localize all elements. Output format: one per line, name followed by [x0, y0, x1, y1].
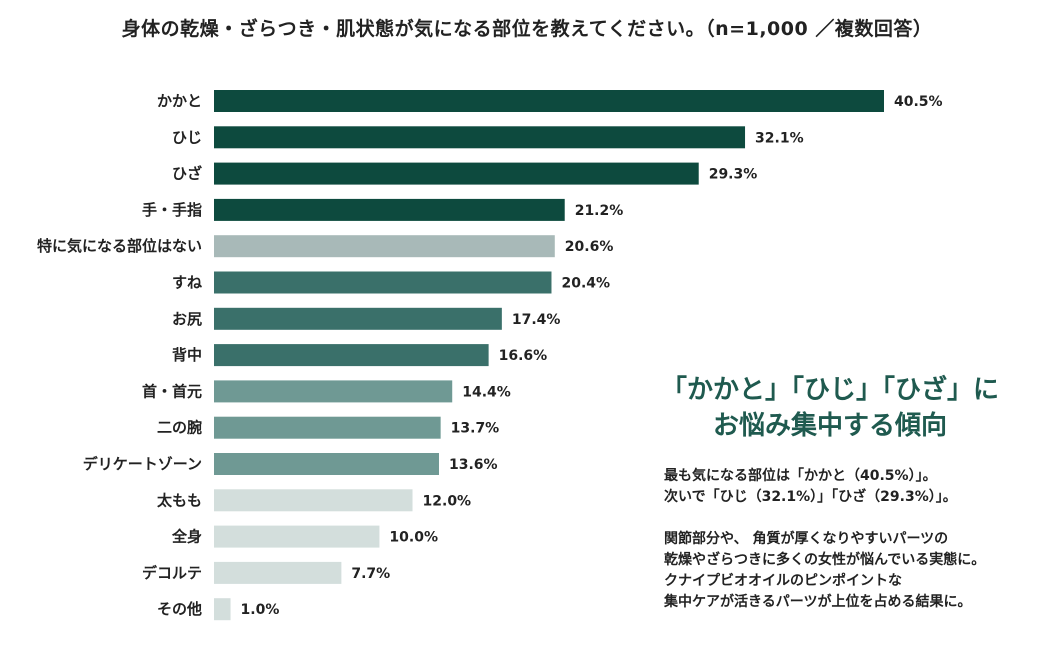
summary-line: 次いで「ひじ（32.1%）」「ひざ（29.3%）」。	[664, 489, 957, 505]
category-label: デコルテ	[142, 564, 202, 582]
value-label: 32.1%	[755, 130, 804, 146]
callout-line-2: お悩み集中する傾向	[712, 411, 947, 441]
bar	[214, 489, 413, 512]
bar	[214, 162, 699, 185]
category-label: ひじ	[172, 128, 202, 146]
value-label: 16.6%	[499, 348, 548, 364]
value-label: 20.6%	[565, 239, 614, 255]
bar	[214, 525, 380, 548]
category-label: ひざ	[172, 165, 202, 183]
summary-line: 集中ケアが活きるパーツが上位を占める結果に。	[664, 594, 972, 610]
category-label: 全身	[171, 528, 202, 546]
bar	[214, 416, 441, 439]
summary-line: 関節部分や、 角質が厚くなりやすいパーツの	[664, 531, 949, 547]
category-label: お尻	[172, 310, 202, 328]
value-label: 13.7%	[451, 421, 500, 437]
value-label: 29.3%	[709, 167, 758, 183]
bar	[214, 90, 884, 112]
chart-title: 身体の乾燥・ざらつき・肌状態が気になる部位を教えてください。（n=1,000 ／…	[121, 18, 933, 40]
summary-line: 乾燥やざらつきに多くの女性が悩んでいる実態に。	[664, 552, 986, 568]
bar	[214, 126, 746, 149]
value-label: 17.4%	[512, 312, 561, 328]
value-label: 20.4%	[561, 276, 610, 292]
value-label: 7.7%	[351, 566, 390, 582]
summary-paragraph-2: 関節部分や、 角質が厚くなりやすいパーツの 乾燥やざらつきに多くの女性が悩んでい…	[664, 529, 1044, 613]
bar	[214, 271, 552, 294]
bar	[214, 598, 231, 621]
value-label: 12.0%	[423, 493, 472, 509]
summary-line: 最も気になる部位は「かかと（40.5%）」。	[664, 468, 937, 484]
bar	[214, 235, 555, 258]
category-label: その他	[157, 600, 202, 618]
bar	[214, 453, 439, 475]
summary-line: クナイプビオオイルのピンポイントな	[664, 573, 902, 589]
category-label: 首・首元	[142, 382, 202, 400]
callout-line-1: 「かかと」「ひじ」「ひざ」に	[660, 375, 999, 405]
category-label: 手・手指	[142, 201, 202, 219]
category-label: すね	[172, 274, 202, 292]
value-label: 40.5%	[894, 94, 943, 110]
bar	[214, 380, 453, 403]
category-label: デリケートゾーン	[83, 455, 202, 473]
value-label: 13.6%	[449, 457, 498, 473]
callout-heading: 「かかと」「ひじ」「ひざ」に お悩み集中する傾向	[640, 372, 1020, 444]
value-label: 1.0%	[241, 602, 280, 618]
category-label: 背中	[172, 346, 202, 364]
value-label: 14.4%	[462, 384, 511, 400]
bar	[214, 344, 489, 367]
category-label: 特に気になる部位はない	[37, 237, 202, 255]
bar	[214, 307, 502, 330]
category-label: かかと	[157, 92, 202, 110]
bar	[214, 198, 565, 221]
value-label: 10.0%	[389, 530, 438, 546]
category-label: 二の腕	[157, 419, 202, 437]
summary-paragraph-1: 最も気になる部位は「かかと（40.5%）」。 次いで「ひじ（32.1%）」「ひざ…	[664, 466, 1044, 508]
summary-note: 最も気になる部位は「かかと（40.5%）」。 次いで「ひじ（32.1%）」「ひざ…	[664, 466, 1044, 634]
category-label: 太もも	[157, 491, 202, 509]
bar	[214, 561, 342, 584]
value-label: 21.2%	[575, 203, 624, 219]
